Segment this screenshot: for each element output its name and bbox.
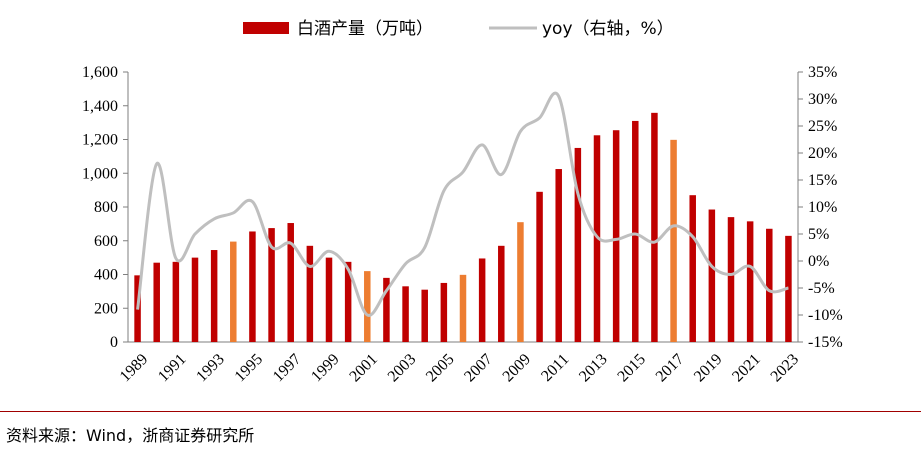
y-right-tick-label: -5% xyxy=(808,280,835,297)
y-left-tick-label: 400 xyxy=(94,267,118,284)
bar xyxy=(191,257,199,342)
y-left-tick-label: 0 xyxy=(110,334,118,351)
x-tick-label: 2023 xyxy=(768,351,803,386)
y-right-tick-label: 10% xyxy=(808,199,837,216)
x-tick-label: 2021 xyxy=(729,351,764,386)
chart: 0 200 400 600 800 1,000 1,200 1,400 1,600 -15% -10… xyxy=(82,19,843,386)
bar xyxy=(306,245,314,342)
bar xyxy=(344,261,352,342)
y-right-tick-label: -10% xyxy=(808,307,843,324)
legend-swatch-production xyxy=(243,22,289,34)
y-right-tick-label: 15% xyxy=(808,172,837,189)
legend-label-yoy: yoy（右轴，%） xyxy=(542,19,674,39)
bar xyxy=(746,221,754,342)
bar xyxy=(498,245,505,342)
bar xyxy=(383,277,390,342)
bar xyxy=(632,120,639,342)
source-divider xyxy=(0,411,921,412)
bar xyxy=(325,257,333,342)
bar xyxy=(153,262,160,342)
bar xyxy=(727,217,735,342)
x-tick-label: 2005 xyxy=(423,351,458,386)
bar xyxy=(421,289,428,342)
yoy-line xyxy=(136,91,789,317)
x-tick-label: 2007 xyxy=(461,351,496,386)
x-tick-label: 1993 xyxy=(193,351,228,386)
bar xyxy=(230,241,237,342)
bar xyxy=(172,261,180,342)
x-tick-label: 2011 xyxy=(538,351,572,385)
x-tick-label: 2009 xyxy=(500,351,535,386)
x-tick-label: 1989 xyxy=(117,351,152,386)
y-right-tick-label: 25% xyxy=(808,118,837,135)
bar xyxy=(268,228,275,342)
x-tick-label: 2003 xyxy=(385,351,420,386)
bar xyxy=(536,191,543,342)
legend-label-production: 白酒产量（万吨） xyxy=(297,19,433,39)
bar xyxy=(517,222,524,342)
bar xyxy=(459,274,467,342)
bar xyxy=(287,223,294,342)
y-left-tick-label: 200 xyxy=(94,300,118,317)
bar xyxy=(670,139,677,342)
bar xyxy=(555,169,562,342)
bar xyxy=(440,282,448,342)
x-tick-label: 2017 xyxy=(653,351,688,386)
x-tick-label: 1995 xyxy=(232,351,267,386)
bar xyxy=(364,271,371,342)
y-right-tick-label: 20% xyxy=(808,145,837,162)
y-right-tick-label: 30% xyxy=(808,91,837,108)
bar xyxy=(402,286,409,342)
y-left-tick-label: 800 xyxy=(94,199,118,216)
x-tick-label: 1991 xyxy=(155,351,190,386)
bar xyxy=(612,130,620,342)
x-tick-label: 1997 xyxy=(270,351,305,386)
y-right-tick-label: 0% xyxy=(808,253,829,270)
x-tick-label: 2013 xyxy=(576,351,611,386)
bar xyxy=(689,195,696,342)
x-tick-label: 2019 xyxy=(691,351,726,386)
y-right-tick-label: -15% xyxy=(808,334,843,351)
bar xyxy=(574,147,582,342)
bar xyxy=(210,250,218,342)
y-left-tick-label: 1,400 xyxy=(82,98,118,115)
x-tick-label: 1999 xyxy=(308,351,343,386)
y-left-tick-label: 1,200 xyxy=(82,132,118,149)
x-tick-label: 2015 xyxy=(614,351,649,386)
y-right-tick-label: 5% xyxy=(808,226,829,243)
bar xyxy=(249,231,256,342)
bar xyxy=(766,228,773,342)
y-left-tick-label: 1,000 xyxy=(82,165,118,182)
bar xyxy=(708,209,716,342)
y-left-tick-label: 600 xyxy=(94,233,118,250)
x-tick-label: 2001 xyxy=(346,351,381,386)
source-note: 资料来源：Wind，浙商证券研究所 xyxy=(6,426,255,445)
bar xyxy=(651,112,658,343)
bar xyxy=(478,258,486,342)
y-right-tick-label: 35% xyxy=(808,64,837,81)
y-left-tick-label: 1,600 xyxy=(82,64,118,81)
